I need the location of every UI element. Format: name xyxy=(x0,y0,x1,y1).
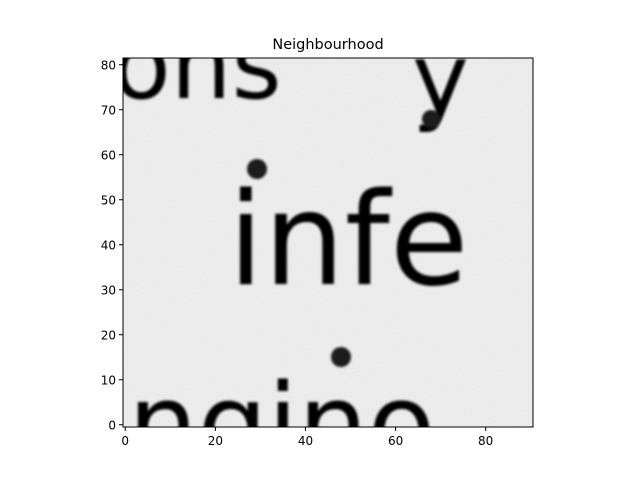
x-tick-label: 20 xyxy=(208,434,223,448)
glyphs-infe: infe xyxy=(228,166,469,315)
x-tick-label: 80 xyxy=(478,434,493,448)
glyph-l: l xyxy=(96,166,132,315)
x-tick-label: 40 xyxy=(298,434,313,448)
y-tick-label: 60 xyxy=(101,148,116,162)
axes-frame xyxy=(122,57,534,428)
y-tick-label: 0 xyxy=(108,418,116,432)
y-tick-label: 50 xyxy=(101,193,116,207)
i-dot xyxy=(247,159,267,179)
glyphs-top-left: ons xyxy=(112,9,282,121)
y-axis: 0 10 20 30 40 50 60 70 80 xyxy=(101,58,123,432)
i-dot-lower xyxy=(331,347,351,367)
image-heatmap: ons y l infe ngino xyxy=(96,9,533,480)
y-tick-label: 10 xyxy=(101,373,116,387)
glyphs-top-right: y xyxy=(412,23,469,135)
glyphs-bottom: ngino xyxy=(128,360,435,480)
glyph-y-tail-dot xyxy=(422,110,440,128)
y-tick-label: 30 xyxy=(101,283,116,297)
y-tick-label: 70 xyxy=(101,103,116,117)
chart-title: Neighbourhood xyxy=(272,37,383,53)
x-tick-label: 0 xyxy=(121,434,129,448)
y-tick-label: 80 xyxy=(101,58,116,72)
paper-grain xyxy=(123,58,533,427)
y-tick-label: 40 xyxy=(101,238,116,252)
y-tick-label: 20 xyxy=(101,328,116,342)
x-tick-label: 60 xyxy=(388,434,403,448)
ink-glyphs: ons y l infe ngino xyxy=(96,9,469,480)
x-axis: 0 20 40 60 80 xyxy=(121,427,493,448)
